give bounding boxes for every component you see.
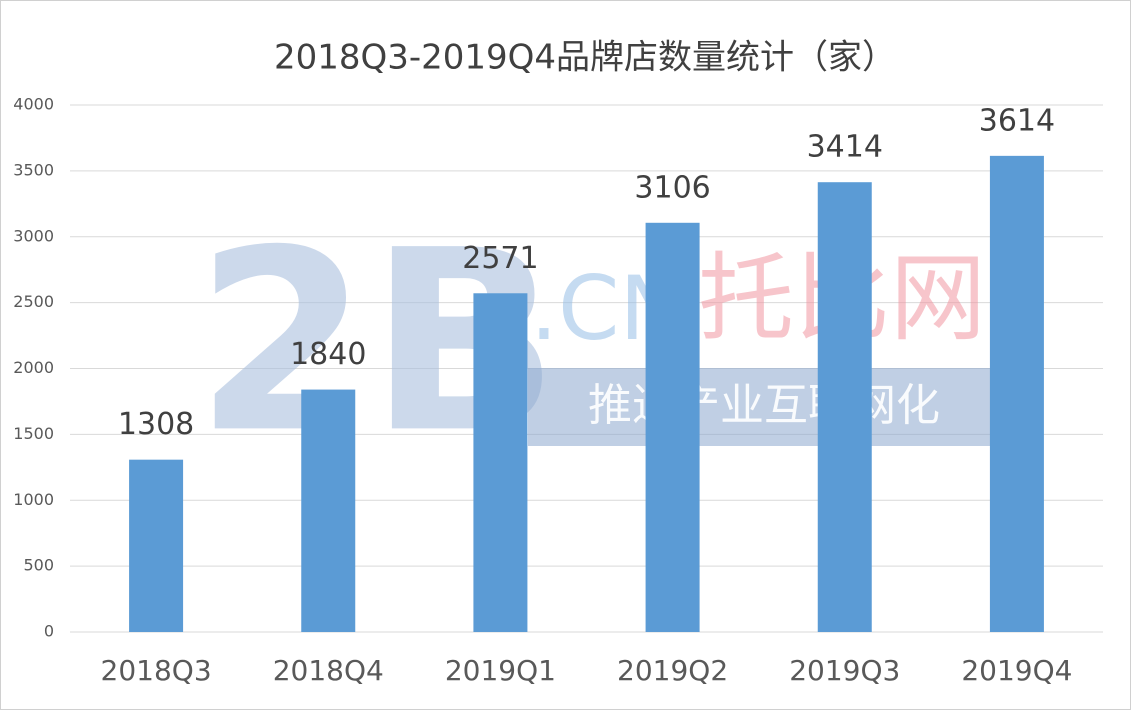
y-tick-label: 4000 <box>13 95 54 114</box>
bar <box>129 459 184 632</box>
value-label: 3414 <box>807 130 883 165</box>
x-tick-label: 2019Q2 <box>617 654 728 687</box>
chart-title: 2018Q3-2019Q4品牌店数量统计（家） <box>274 38 896 78</box>
y-tick-label: 1500 <box>13 424 54 443</box>
x-tick-label: 2019Q1 <box>445 654 556 687</box>
y-tick-label: 3000 <box>13 226 54 245</box>
y-tick-label: 2500 <box>13 292 54 311</box>
y-tick-label: 3500 <box>13 160 54 179</box>
value-label: 2571 <box>462 241 538 276</box>
bar <box>645 222 700 633</box>
bar <box>989 155 1044 632</box>
watermark-box <box>528 368 1000 446</box>
y-tick-label: 0 <box>44 622 54 641</box>
y-tick-label: 1000 <box>13 490 54 509</box>
bar <box>473 293 528 632</box>
x-tick-label: 2018Q4 <box>273 654 384 687</box>
x-tick-label: 2018Q3 <box>101 654 212 687</box>
y-tick-label: 2000 <box>13 358 54 377</box>
bar <box>817 182 872 632</box>
x-tick-label: 2019Q3 <box>789 654 900 687</box>
value-label: 1840 <box>290 337 366 372</box>
x-tick-label: 2019Q4 <box>961 654 1072 687</box>
watermark-slogan: 推进产业互联网化 <box>588 380 940 431</box>
value-label: 3614 <box>979 103 1055 138</box>
value-label: 1308 <box>118 407 194 442</box>
bar <box>301 389 356 632</box>
y-tick-label: 500 <box>23 556 54 575</box>
value-label: 3106 <box>634 170 710 205</box>
